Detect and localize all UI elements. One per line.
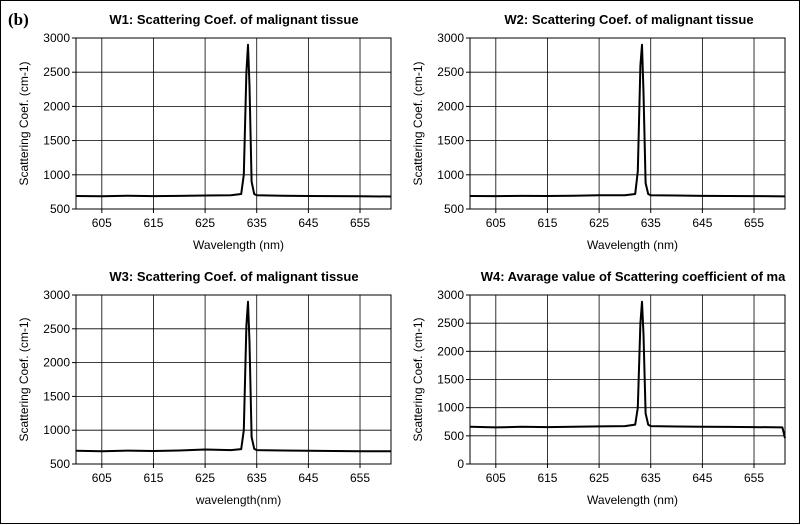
x-tick-label: 645: [692, 471, 712, 485]
x-tick-label: 625: [589, 471, 609, 485]
x-tick-label: 655: [744, 216, 764, 230]
plot-frame: [75, 37, 392, 210]
y-tick-label: 3000: [43, 31, 70, 45]
chart-3: W3: Scattering Coef. of malignant tissue…: [17, 269, 392, 507]
y-tick-label: 2000: [43, 99, 70, 113]
x-tick-label: 635: [247, 216, 267, 230]
x-tick-label: 635: [641, 216, 661, 230]
x-tick-label: 635: [247, 471, 267, 485]
y-tick-label: 1500: [437, 134, 464, 148]
y-tick-label: 2000: [43, 356, 70, 370]
y-tick-label: 500: [444, 429, 464, 443]
y-tick-label: 2000: [437, 99, 464, 113]
chart-title: W4: Avarage value of Scattering coeffici…: [481, 269, 786, 284]
y-tick-label: 1500: [43, 389, 70, 403]
x-tick-label: 655: [744, 471, 764, 485]
y-tick-label: 500: [50, 202, 70, 216]
x-axis-label: Wavelength (nm): [587, 238, 678, 252]
x-tick-label: 645: [692, 216, 712, 230]
chart-1: W1: Scattering Coef. of malignant tissue…: [17, 12, 392, 252]
y-tick-label: 0: [457, 457, 464, 471]
chart-title: W1: Scattering Coef. of malignant tissue: [109, 12, 358, 27]
y-tick-label: 2000: [437, 344, 464, 358]
chart-title: W3: Scattering Coef. of malignant tissue: [109, 269, 358, 284]
series-line: [75, 300, 392, 453]
y-tick-label: 1000: [437, 168, 464, 182]
y-axis-label: Scattering Coef. (cm-1): [17, 317, 31, 441]
panel-label: (b): [8, 10, 29, 29]
x-tick-label: 605: [486, 471, 506, 485]
y-axis-label: Scattering Coef. (cm-1): [17, 61, 31, 185]
plot-frame: [75, 294, 392, 465]
chart-4: W4: Avarage value of Scattering coeffici…: [411, 269, 786, 507]
y-tick-label: 3000: [437, 31, 464, 45]
y-tick-label: 1000: [43, 168, 70, 182]
y-tick-label: 1500: [437, 373, 464, 387]
y-tick-label: 2500: [43, 65, 70, 79]
x-axis-label: wavelength(nm): [195, 493, 281, 507]
y-tick-label: 500: [50, 457, 70, 471]
y-tick-label: 1000: [437, 401, 464, 415]
y-tick-label: 2500: [437, 65, 464, 79]
series-line: [469, 300, 786, 439]
plot-frame: [469, 37, 786, 210]
x-axis-label: Wavelength (nm): [587, 493, 678, 507]
x-tick-label: 625: [195, 471, 215, 485]
chart-title: W2: Scattering Coef. of malignant tissue: [504, 12, 753, 27]
x-tick-label: 605: [486, 216, 506, 230]
x-tick-label: 645: [298, 216, 318, 230]
y-tick-label: 2500: [43, 322, 70, 336]
y-tick-label: 3000: [437, 288, 464, 302]
x-tick-label: 615: [537, 471, 557, 485]
y-tick-label: 2500: [437, 316, 464, 330]
x-tick-label: 635: [641, 471, 661, 485]
x-axis-label: Wavelength (nm): [193, 238, 284, 252]
x-tick-label: 655: [350, 216, 370, 230]
series-line: [75, 43, 392, 198]
y-axis-label: Scattering Coef. (cm-1): [411, 317, 425, 441]
x-tick-label: 655: [350, 471, 370, 485]
y-axis-label: Scattering Coef. (cm-1): [411, 61, 425, 185]
y-tick-label: 500: [444, 202, 464, 216]
x-tick-label: 615: [143, 471, 163, 485]
chart-2: W2: Scattering Coef. of malignant tissue…: [411, 12, 786, 252]
series-line: [469, 43, 786, 198]
x-tick-label: 625: [589, 216, 609, 230]
y-tick-label: 1500: [43, 134, 70, 148]
y-tick-label: 3000: [43, 288, 70, 302]
x-tick-label: 615: [143, 216, 163, 230]
x-tick-label: 605: [92, 216, 112, 230]
y-tick-label: 1000: [43, 423, 70, 437]
x-tick-label: 625: [195, 216, 215, 230]
x-tick-label: 645: [298, 471, 318, 485]
x-tick-label: 615: [537, 216, 557, 230]
x-tick-label: 605: [92, 471, 112, 485]
